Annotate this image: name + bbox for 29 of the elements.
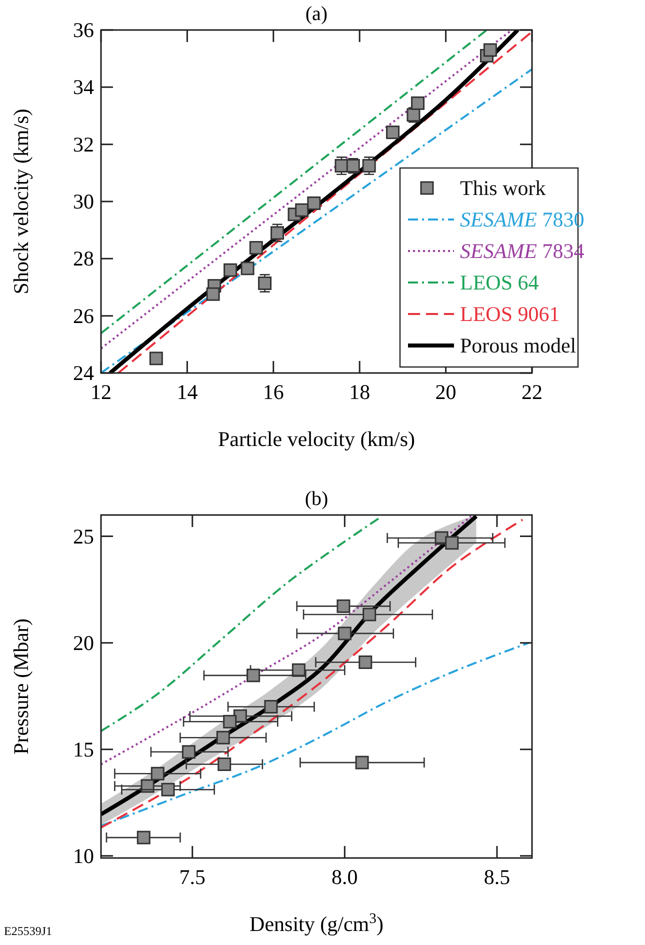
chart-title: (b): [304, 488, 328, 510]
y-axis-title: Pressure (Mbar): [9, 618, 33, 754]
y-tick-label: 34: [73, 75, 94, 100]
y-tick-label: 26: [73, 304, 94, 328]
x-axis-title: Density (g/cm$^{3}$): [250, 911, 384, 936]
x-tick-label: 18: [349, 380, 370, 404]
x-tick-label: 20: [435, 380, 456, 404]
x-tick-label: 8.0: [332, 865, 358, 889]
y-axis-title: Shock velocity (km/s): [9, 108, 33, 294]
legend-label: Porous model: [460, 334, 576, 358]
x-tick-label: 14: [176, 380, 198, 404]
y-tick-label: 10: [73, 844, 94, 868]
legend-label: LEOS 9061: [460, 302, 560, 326]
text: E25539J1: [4, 924, 52, 938]
y-tick-label: 25: [73, 524, 94, 548]
y-tick-label: 15: [73, 737, 94, 762]
chart-title: (a): [305, 3, 328, 25]
y-tick-label: 30: [73, 190, 94, 214]
legend-label: This work: [460, 176, 546, 200]
x-tick-label: 7.5: [179, 865, 206, 889]
x-tick-label: 22: [522, 380, 542, 404]
y-tick-label: 36: [73, 18, 94, 42]
legend-label: LEOS 64: [460, 270, 540, 294]
y-tick-label: 32: [73, 132, 94, 156]
x-tick-label: 8.5: [484, 865, 510, 889]
x-tick-label: 16: [262, 380, 284, 404]
y-tick-label: 28: [73, 246, 94, 271]
y-tick-label: 20: [73, 630, 94, 655]
x-axis-title: Particle velocity (km/s): [218, 427, 416, 451]
